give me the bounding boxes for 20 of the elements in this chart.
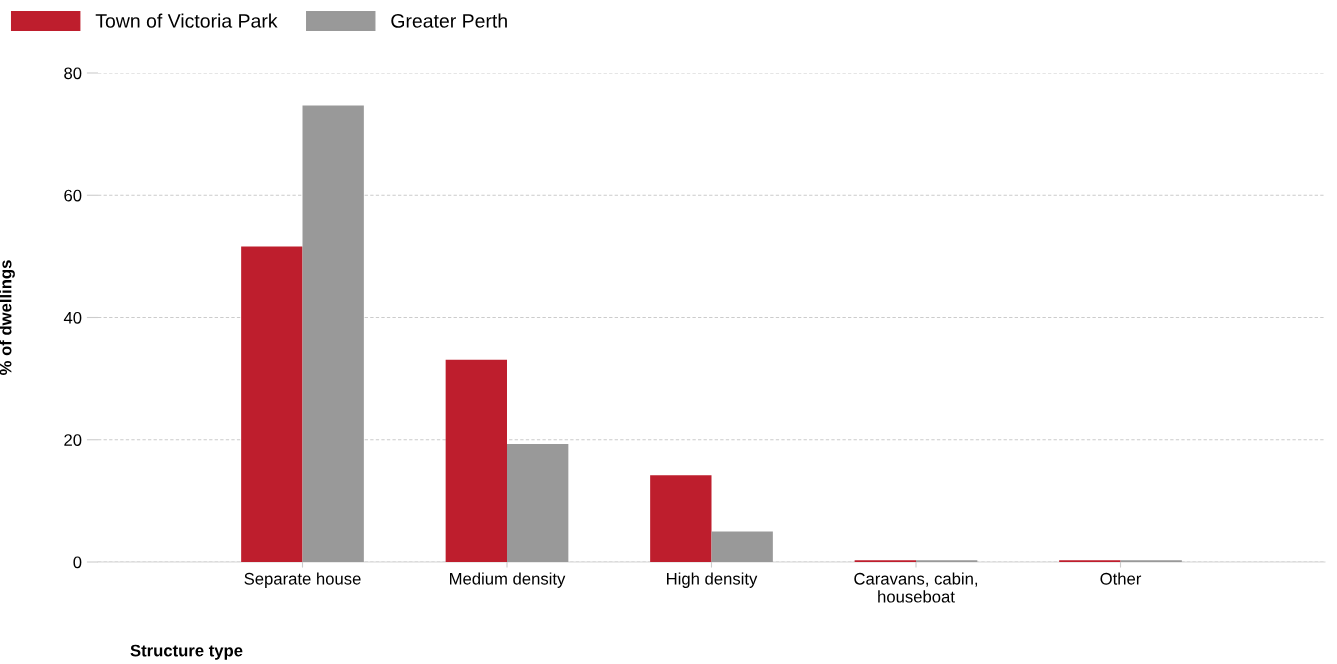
- y-axis-title: % of dwellings: [0, 260, 15, 375]
- x-tick-label: Medium density: [450, 572, 566, 588]
- x-tick-label: Other: [1100, 572, 1142, 585]
- y-tick-label: 20: [64, 434, 82, 446]
- x-tick-label: High density: [667, 572, 758, 588]
- bar: [445, 359, 507, 562]
- bar: [507, 444, 569, 562]
- legend-label: Town of Victoria Park: [95, 13, 278, 28]
- y-tick-label: 80: [64, 67, 82, 80]
- y-tick-label: 40: [63, 311, 82, 324]
- x-tick-label: Caravans, cabin, houseboat: [854, 572, 978, 603]
- bar: [241, 246, 303, 562]
- bar: [302, 105, 364, 562]
- y-tick-label: 0: [73, 556, 82, 569]
- y-tick-label: 60: [64, 189, 82, 202]
- x-axis-title: Structure type: [130, 644, 243, 660]
- bar: [711, 531, 773, 562]
- legend-label: Greater Perth: [391, 13, 507, 28]
- x-tick-label: Separate house: [244, 572, 361, 588]
- bar: [650, 475, 712, 562]
